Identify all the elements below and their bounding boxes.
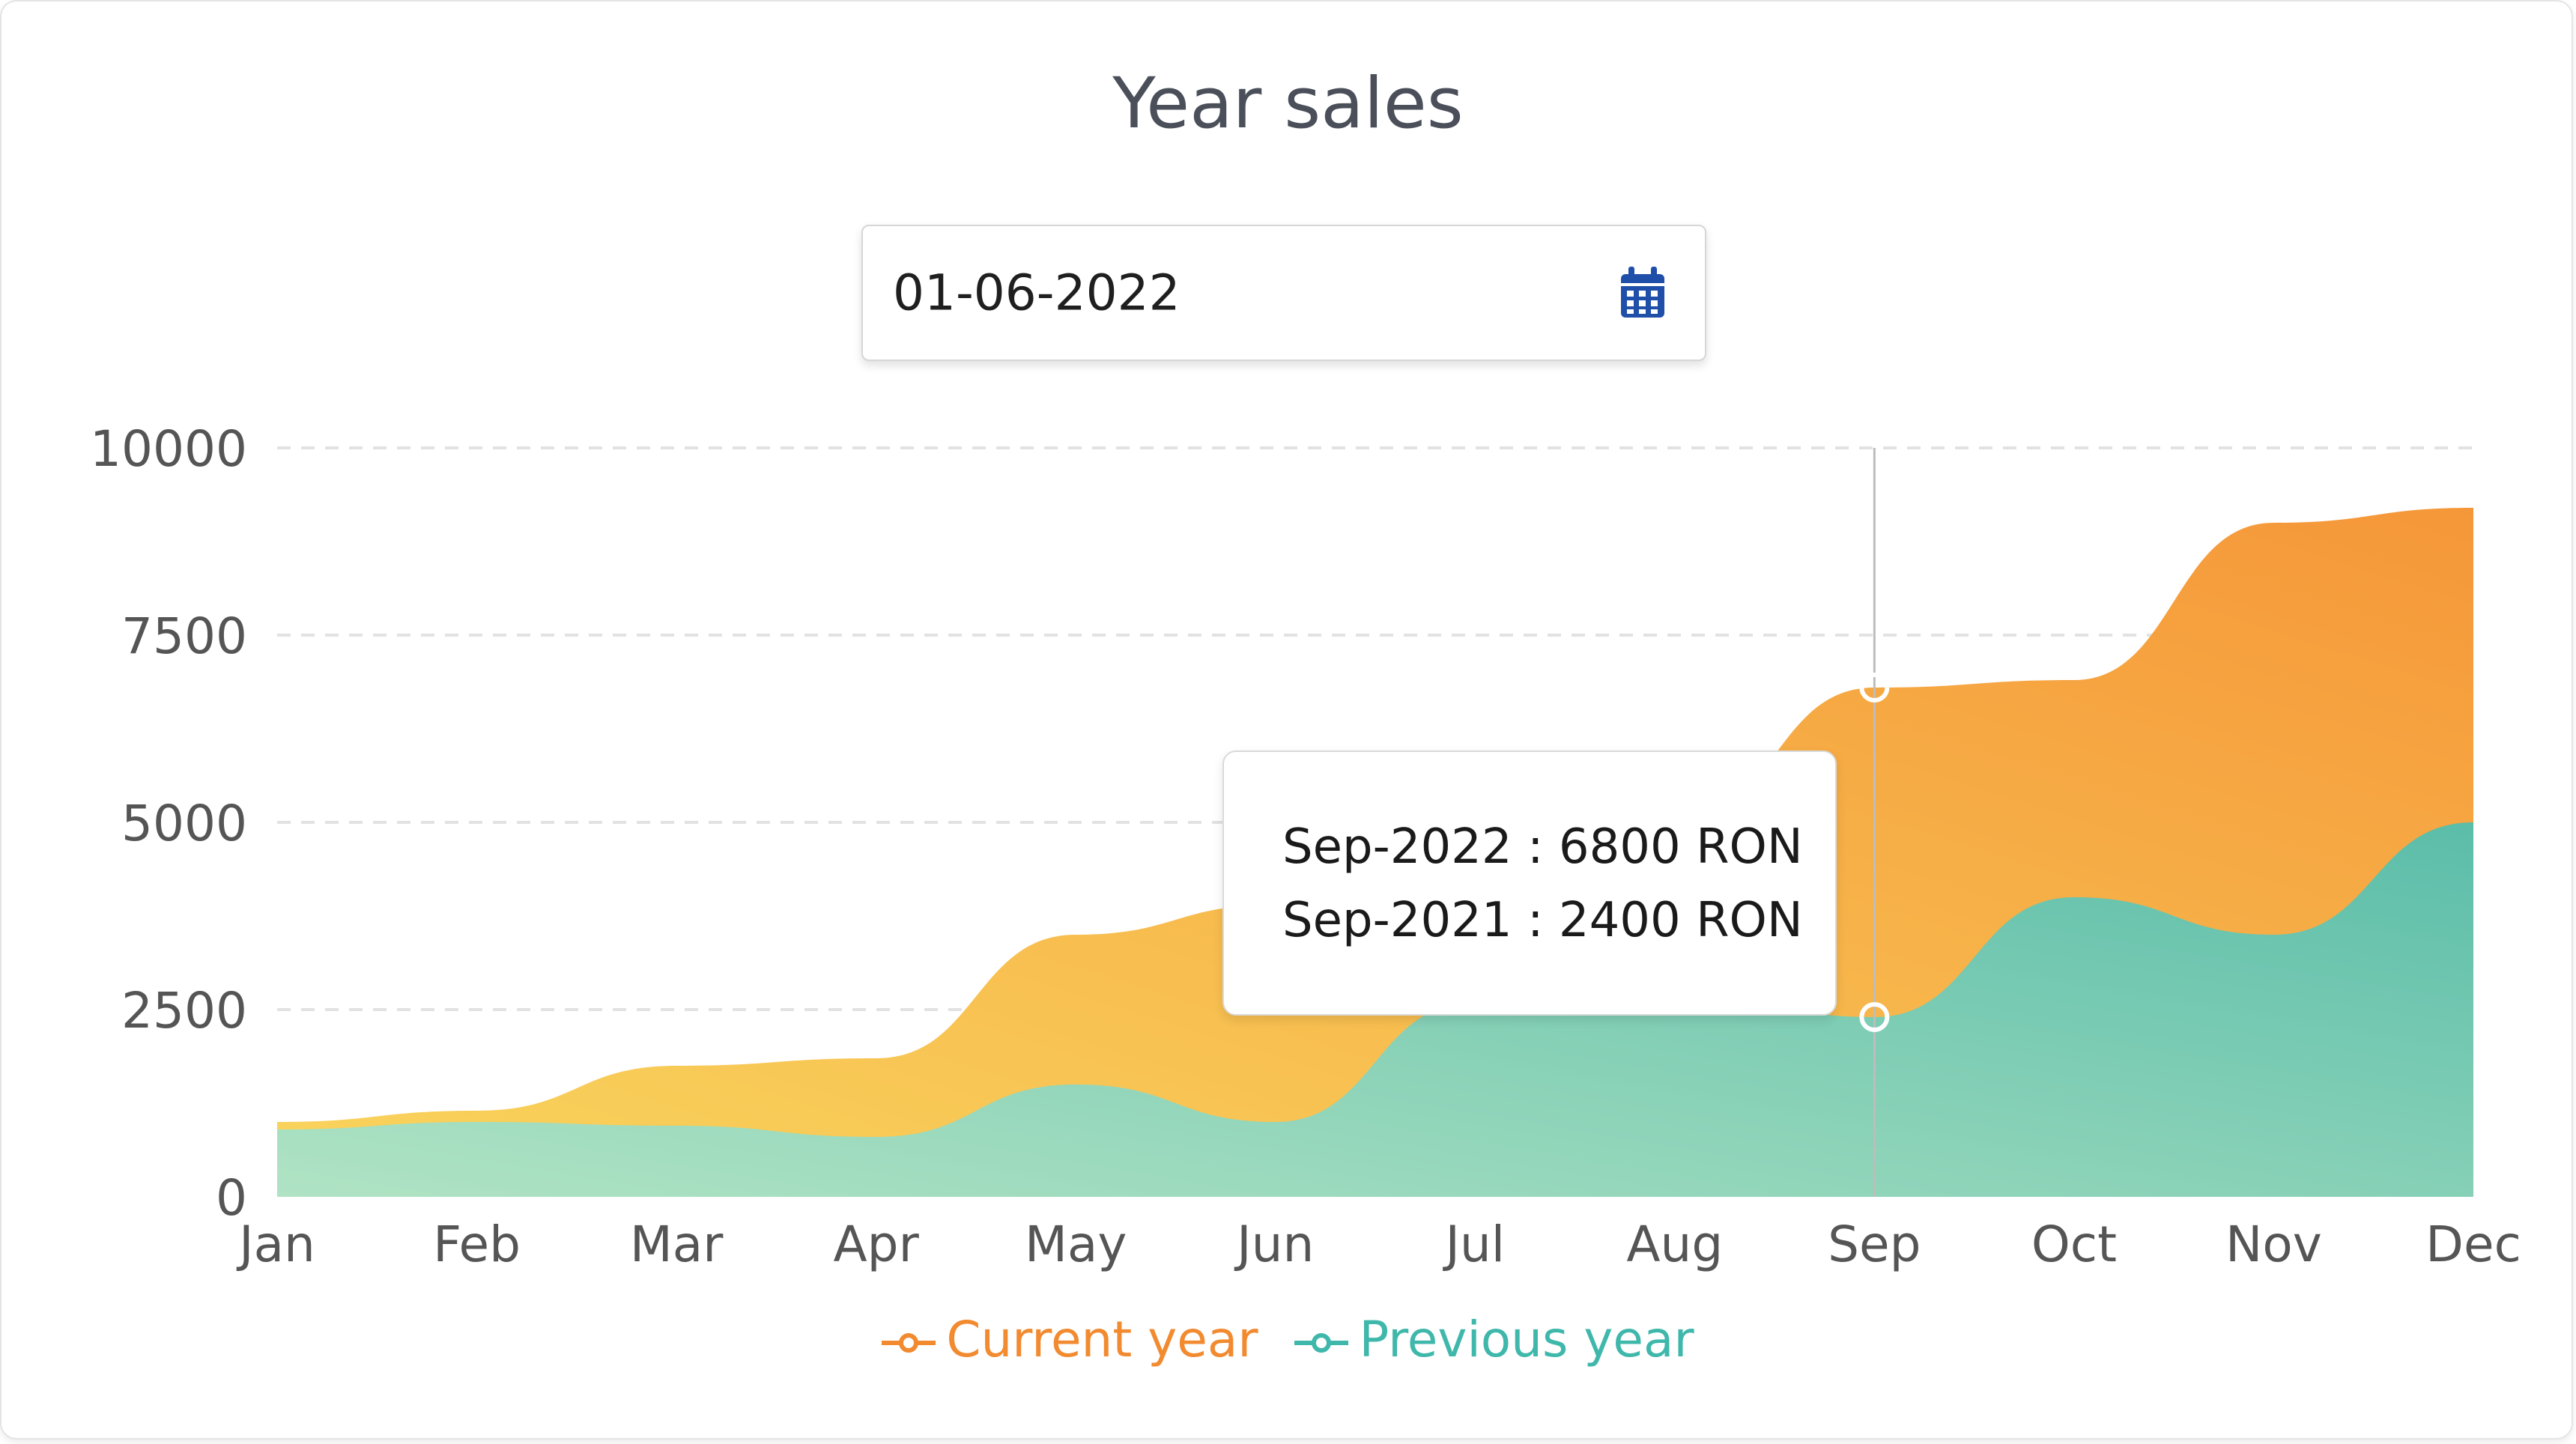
x-tick-label: Aug bbox=[1626, 1216, 1723, 1273]
calendar-icon[interactable] bbox=[1619, 267, 1666, 319]
x-tick-label: Sep bbox=[1828, 1216, 1921, 1273]
legend-marker-previous-icon bbox=[1294, 1332, 1349, 1353]
areas bbox=[277, 508, 2473, 1197]
chart-title: Year sales bbox=[1112, 63, 1464, 145]
tooltip: Sep-2022 : 6800 RON Sep-2021 : 2400 RON bbox=[1222, 750, 1837, 1016]
tooltip-current: Sep-2022 : 6800 RON bbox=[1282, 819, 1803, 875]
x-tick-label: Jul bbox=[1442, 1216, 1505, 1273]
y-tick-label: 7500 bbox=[121, 607, 247, 665]
y-tick-label: 2500 bbox=[121, 982, 247, 1040]
x-tick-label: Nov bbox=[2225, 1216, 2322, 1273]
date-picker-field[interactable]: 01-06-2022 bbox=[861, 225, 1706, 361]
tooltip-previous: Sep-2021 : 2400 RON bbox=[1282, 893, 1803, 948]
x-tick-label: Jan bbox=[236, 1216, 315, 1273]
x-tick-label: Apr bbox=[834, 1216, 920, 1273]
legend-marker-current-icon bbox=[882, 1332, 936, 1353]
hover-point-current bbox=[1859, 673, 1890, 703]
x-tick-label: Mar bbox=[630, 1216, 724, 1273]
legend-label-previous: Previous year bbox=[1359, 1311, 1694, 1368]
x-tick-label: Jun bbox=[1234, 1216, 1314, 1273]
x-tick-label: Feb bbox=[433, 1216, 521, 1273]
y-tick-label: 5000 bbox=[121, 795, 247, 852]
date-picker-value[interactable]: 01-06-2022 bbox=[893, 264, 1181, 322]
area-previous-year bbox=[277, 822, 2473, 1197]
y-axis: 0 2500 5000 7500 10000 bbox=[90, 420, 247, 1227]
legend-label-current: Current year bbox=[946, 1311, 1258, 1368]
y-tick-label: 10000 bbox=[90, 420, 247, 478]
x-tick-label: Dec bbox=[2425, 1216, 2521, 1273]
legend: Current year Previous year bbox=[1, 1311, 2575, 1368]
legend-item-previous[interactable]: Previous year bbox=[1294, 1311, 1694, 1368]
legend-item-current[interactable]: Current year bbox=[882, 1311, 1258, 1368]
hover-point-previous bbox=[1859, 1002, 1890, 1032]
x-tick-label: May bbox=[1025, 1216, 1127, 1273]
hover-overlay bbox=[1859, 448, 1890, 1197]
x-tick-label: Oct bbox=[2031, 1216, 2117, 1273]
y-tick-label: 0 bbox=[216, 1169, 247, 1227]
x-axis: Jan Feb Mar Apr May Jun Jul Aug Sep Oct Nov Dec bbox=[236, 1216, 2521, 1273]
